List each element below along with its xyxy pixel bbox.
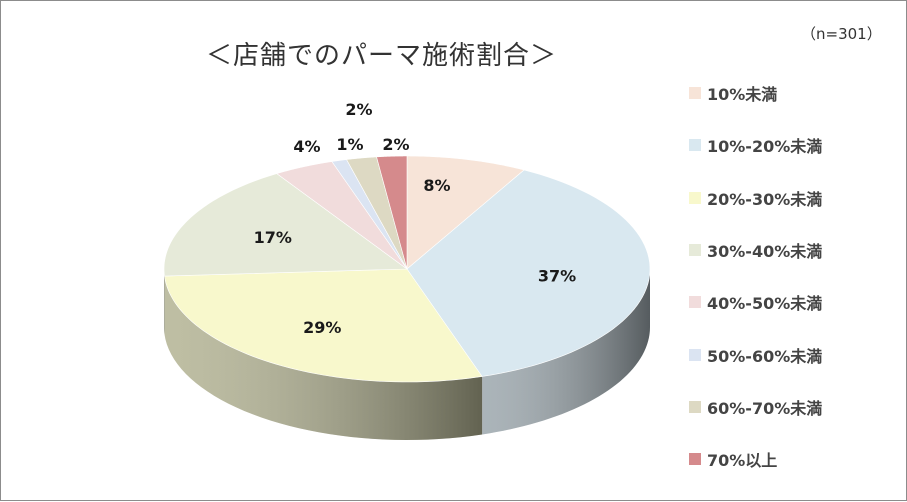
- legend-swatch: [689, 296, 701, 308]
- legend-label: 10%-20%未満: [707, 133, 822, 157]
- legend-item: 60%-70%未満: [689, 397, 822, 417]
- data-label-4: 4%: [293, 137, 320, 156]
- legend-label: 60%-70%未満: [707, 395, 822, 419]
- data-label-3: 17%: [254, 228, 292, 247]
- pie-tops: [164, 156, 650, 382]
- data-label-7: 2%: [382, 135, 409, 154]
- legend-label: 40%-50%未満: [707, 290, 822, 314]
- legend-swatch: [689, 244, 701, 256]
- data-label-6: 2%: [345, 100, 372, 119]
- legend-item: 10%-20%未満: [689, 135, 822, 155]
- data-label-2: 29%: [303, 318, 341, 337]
- legend-item: 20%-30%未満: [689, 188, 822, 208]
- data-label-5: 1%: [336, 135, 363, 154]
- legend-label: 20%-30%未満: [707, 186, 822, 210]
- legend-swatch: [689, 401, 701, 413]
- data-label-1: 37%: [538, 267, 576, 286]
- data-label-0: 8%: [423, 176, 450, 195]
- legend-swatch: [689, 453, 701, 465]
- legend-label: 10%未満: [707, 81, 777, 105]
- legend-label: 50%-60%未満: [707, 343, 822, 367]
- legend-label: 70%以上: [707, 447, 777, 471]
- legend-item: 30%-40%未満: [689, 240, 822, 260]
- legend-swatch: [689, 87, 701, 99]
- legend-item: 70%以上: [689, 449, 777, 469]
- legend-label: 30%-40%未満: [707, 238, 822, 262]
- legend-item: 50%-60%未満: [689, 345, 822, 365]
- legend-swatch: [689, 192, 701, 204]
- legend-item: 10%未満: [689, 83, 777, 103]
- legend-swatch: [689, 349, 701, 361]
- legend-item: 40%-50%未満: [689, 292, 822, 312]
- legend-swatch: [689, 139, 701, 151]
